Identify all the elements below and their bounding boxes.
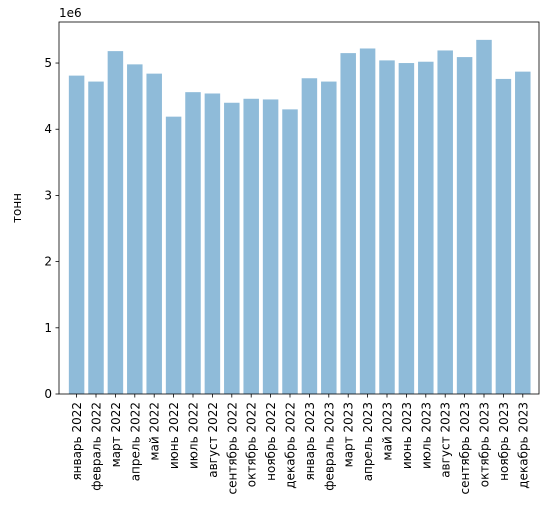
x-tick-label-10: октябрь 2022 [245, 402, 259, 487]
x-tick-label-15: март 2023 [342, 402, 356, 467]
x-tick-label-2: февраль 2022 [90, 402, 104, 491]
bar-19 [418, 61, 434, 394]
bar-8 [204, 93, 221, 395]
y-tick-label-0: 0 [44, 387, 52, 401]
bar-24 [515, 71, 531, 394]
bar-22 [476, 39, 492, 395]
x-tick-label-3: март 2022 [109, 402, 123, 467]
y-axis-label: тонн [10, 193, 24, 223]
bar-16 [359, 48, 376, 394]
bar-10 [243, 98, 259, 394]
x-tick-label-4: апрель 2022 [128, 402, 142, 481]
x-tick-label-18: июнь 2023 [400, 402, 414, 469]
axes-group [58, 21, 540, 395]
x-tick-label-5: май 2022 [148, 402, 162, 461]
x-tick-label-1: январь 2022 [70, 402, 84, 481]
bar-12 [282, 109, 298, 395]
x-tick-label-7: июль 2022 [187, 402, 201, 469]
y-exponent-label: 1e6 [59, 6, 82, 20]
x-tick-label-24: декабрь 2023 [516, 402, 530, 489]
x-tick-label-11: ноябрь 2022 [264, 402, 278, 481]
x-tick-label-13: январь 2023 [303, 402, 317, 481]
x-tick-label-19: июль 2023 [419, 402, 433, 469]
bar-20 [437, 50, 453, 395]
x-tick-label-22: октябрь 2023 [478, 402, 492, 487]
x-tick-label-17: май 2023 [381, 402, 395, 461]
x-tick-label-23: ноябрь 2023 [497, 402, 511, 481]
x-tick-label-16: апрель 2023 [361, 402, 375, 481]
bar-17 [379, 60, 395, 394]
bar-4 [127, 64, 143, 395]
bar-3 [107, 51, 124, 395]
x-tick-label-14: февраль 2023 [322, 402, 336, 491]
y-tick-label-1: 1 [44, 321, 52, 335]
y-tick-label-5: 5 [44, 56, 52, 70]
bar-15 [340, 53, 356, 395]
bar-7 [185, 92, 201, 394]
x-tick-label-20: август 2023 [439, 402, 453, 478]
y-tick-label-4: 4 [44, 122, 52, 136]
x-tick-label-6: июнь 2022 [167, 402, 181, 469]
bars-group [68, 39, 531, 395]
bar-18 [398, 63, 415, 394]
bar-21 [456, 57, 473, 394]
bar-2 [88, 81, 104, 394]
x-ticks-group: январь 2022 февраль 2022 март 2022 апрель 2… [70, 394, 530, 494]
y-ticks-group: 0 1 2 3 4 5 [44, 56, 59, 401]
bar-23 [495, 78, 512, 395]
y-tick-label-2: 2 [44, 255, 52, 269]
x-tick-label-21: сентябрь 2023 [458, 402, 472, 494]
bar-13 [301, 78, 318, 394]
x-tick-label-9: сентябрь 2022 [225, 402, 239, 494]
y-tick-label-3: 3 [44, 188, 52, 202]
bar-1 [68, 75, 85, 395]
x-tick-label-8: август 2022 [206, 402, 220, 478]
axes-frame [58, 21, 540, 395]
bar-14 [321, 81, 337, 394]
bar-5 [146, 73, 162, 394]
bar-11 [262, 99, 279, 394]
bar-9 [224, 102, 240, 394]
bar-6 [165, 116, 182, 395]
x-tick-label-12: декабрь 2022 [284, 402, 298, 489]
